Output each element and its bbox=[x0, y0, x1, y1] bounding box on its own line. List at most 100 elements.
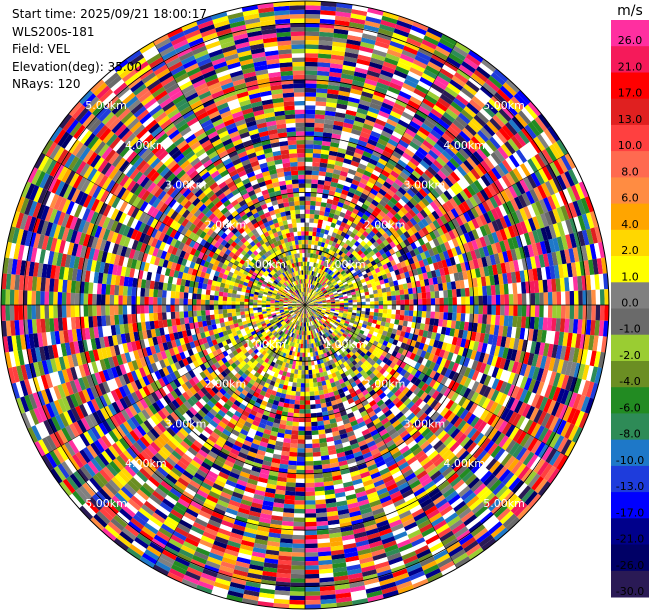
gate-cell bbox=[309, 326, 312, 331]
gate-cell bbox=[277, 428, 286, 434]
gate-cell bbox=[591, 305, 596, 321]
gate-cell bbox=[290, 573, 305, 579]
gate-cell bbox=[310, 321, 313, 326]
gate-cell bbox=[421, 560, 438, 571]
gate-cell bbox=[354, 67, 368, 75]
gate-cell bbox=[357, 103, 370, 111]
gate-cell bbox=[359, 252, 366, 259]
gate-cell bbox=[368, 467, 380, 476]
gate-cell bbox=[340, 276, 346, 282]
gate-cell bbox=[326, 341, 331, 347]
gate-cell bbox=[396, 228, 404, 237]
gate-cell bbox=[356, 280, 362, 285]
gate-cell bbox=[326, 258, 332, 264]
gate-cell bbox=[439, 385, 448, 395]
gate-cell bbox=[523, 364, 532, 378]
gate-cell bbox=[416, 130, 428, 140]
gate-cell bbox=[383, 326, 389, 332]
gate-cell bbox=[412, 287, 418, 294]
gate-cell bbox=[422, 298, 427, 305]
gate-cell bbox=[312, 153, 321, 159]
gate-cell bbox=[443, 177, 454, 188]
gate-cell bbox=[390, 564, 407, 574]
gate-cell bbox=[334, 116, 345, 123]
gate-cell bbox=[413, 511, 427, 522]
gate-cell bbox=[411, 206, 420, 215]
gate-cell bbox=[458, 533, 474, 546]
gate-cell bbox=[495, 379, 504, 392]
gate-cell bbox=[343, 390, 351, 397]
gate-cell bbox=[432, 219, 441, 229]
gate-cell bbox=[338, 513, 351, 520]
gate-cell bbox=[172, 560, 189, 571]
gate-cell bbox=[324, 423, 332, 430]
gate-cell bbox=[319, 232, 325, 238]
gate-cell bbox=[342, 64, 356, 72]
gate-cell bbox=[336, 103, 348, 110]
gate-cell bbox=[335, 340, 340, 346]
gate-cell bbox=[376, 365, 383, 372]
gate-cell bbox=[478, 352, 486, 363]
gate-cell bbox=[480, 437, 492, 450]
gate-cell bbox=[255, 412, 263, 419]
gate-cell bbox=[264, 491, 276, 498]
gate-cell bbox=[192, 521, 207, 532]
gate-cell bbox=[292, 543, 305, 549]
gate-cell bbox=[314, 254, 319, 259]
gate-cell bbox=[275, 378, 281, 384]
gate-cell bbox=[428, 248, 435, 257]
gate-cell bbox=[444, 222, 452, 233]
gate-cell bbox=[383, 305, 388, 310]
gate-cell bbox=[547, 252, 554, 267]
gate-cell bbox=[290, 586, 305, 592]
gate-cell bbox=[557, 157, 569, 173]
gate-cell bbox=[313, 319, 317, 324]
gate-cell bbox=[374, 421, 384, 430]
gate-cell bbox=[489, 196, 499, 209]
gate-cell bbox=[339, 410, 347, 417]
gate-cell bbox=[443, 387, 452, 398]
gate-cell bbox=[393, 474, 405, 483]
gate-cell bbox=[421, 226, 430, 236]
gate-cell bbox=[343, 213, 351, 220]
gate-cell bbox=[308, 335, 311, 340]
gate-cell bbox=[313, 281, 317, 286]
gate-cell bbox=[581, 364, 590, 381]
gate-cell bbox=[297, 316, 300, 321]
gate-cell bbox=[341, 317, 347, 321]
gate-cell bbox=[311, 320, 314, 326]
gate-cell bbox=[359, 275, 365, 281]
gate-cell bbox=[366, 70, 381, 78]
gate-cell bbox=[425, 317, 431, 325]
gate-cell bbox=[298, 339, 302, 344]
gate-cell bbox=[305, 495, 316, 501]
gate-cell bbox=[303, 309, 305, 314]
gate-cell bbox=[459, 213, 468, 225]
gate-cell bbox=[568, 392, 578, 408]
gate-cell bbox=[307, 261, 310, 267]
gate-cell bbox=[342, 361, 349, 367]
gate-cell bbox=[313, 306, 318, 309]
gate-cell bbox=[383, 146, 394, 155]
gate-cell bbox=[448, 305, 453, 313]
gate-cell bbox=[447, 361, 455, 371]
gate-cell bbox=[545, 146, 557, 162]
gate-cell bbox=[276, 572, 291, 579]
gate-cell bbox=[204, 527, 218, 537]
gate-cell bbox=[348, 137, 359, 144]
gate-cell bbox=[334, 297, 340, 301]
gate-cell bbox=[531, 476, 544, 491]
gate-cell bbox=[285, 482, 296, 488]
gate-cell bbox=[411, 395, 420, 404]
gate-cell bbox=[297, 330, 300, 335]
gate-cell bbox=[366, 333, 373, 339]
gate-cell bbox=[295, 329, 299, 335]
gate-cell bbox=[485, 324, 491, 335]
gate-cell bbox=[402, 320, 408, 327]
gate-cell bbox=[400, 294, 405, 300]
gate-cell bbox=[321, 463, 331, 470]
gate-cell bbox=[491, 231, 500, 244]
gate-cell bbox=[279, 351, 284, 357]
gate-cell bbox=[212, 585, 229, 595]
gate-cell bbox=[539, 355, 548, 370]
